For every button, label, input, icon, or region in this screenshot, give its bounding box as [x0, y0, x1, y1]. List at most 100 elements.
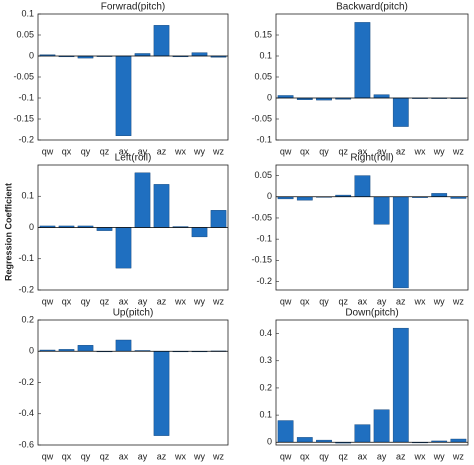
axes-box: [37, 319, 229, 446]
x-tick-label: wy: [193, 146, 205, 156]
x-tick-label: qy: [319, 146, 329, 156]
y-tick-label: 0: [29, 346, 34, 356]
y-axis-label: Regression Coefficient: [3, 183, 13, 281]
chart-title: Right(roll): [350, 153, 393, 164]
y-tick-label: -0.2: [18, 377, 34, 387]
x-tick-label: ax: [358, 146, 368, 156]
subplot: Down(pitch) 0 0.1 0.2 0.3 0.4 qw qx qy qz ax ay az wx…: [259, 308, 469, 461]
bar: [153, 184, 170, 228]
x-tick-label: qw: [42, 451, 54, 461]
x-tick-label: wz: [452, 296, 464, 306]
y-tick-label: -0.1: [256, 234, 272, 244]
x-tick-label: ay: [377, 296, 387, 306]
axes-box: [275, 319, 469, 446]
chart-title: Forwrad(pitch): [101, 2, 165, 13]
x-tick-label: wz: [212, 451, 224, 461]
y-tick-label: -0.1: [256, 134, 272, 144]
axes-box: [37, 13, 229, 141]
x-tick-label: wx: [174, 146, 186, 156]
x-tick-label: wx: [174, 296, 186, 306]
x-tick-label: wx: [414, 146, 426, 156]
bar: [392, 327, 409, 443]
bar: [392, 97, 409, 127]
x-tick-label: qx: [300, 146, 310, 156]
bar: [153, 25, 170, 57]
x-tick-label: wx: [174, 451, 186, 461]
y-tick-label: -0.05: [251, 113, 272, 123]
y-tick-label: 0.2: [259, 382, 272, 392]
x-tick-label: az: [157, 451, 167, 461]
x-tick-label: az: [396, 451, 406, 461]
y-tick-label: -0.05: [13, 71, 34, 81]
x-tick-label: qw: [280, 296, 292, 306]
x-tick-label: qw: [42, 296, 54, 306]
bar: [210, 210, 227, 228]
x-tick-label: qy: [319, 296, 329, 306]
y-tick-label: 0.1: [21, 8, 34, 18]
axes-box: [275, 164, 469, 291]
x-tick-label: wy: [433, 296, 445, 306]
x-tick-label: az: [396, 296, 406, 306]
bar: [277, 95, 294, 99]
bar: [392, 196, 409, 289]
x-tick-label: qx: [62, 451, 72, 461]
bar: [134, 172, 151, 228]
x-tick-label: wy: [433, 451, 445, 461]
bar: [373, 409, 390, 443]
y-tick-label: -0.2: [18, 284, 34, 294]
x-tick-label: qw: [280, 146, 292, 156]
y-tick-label: 0: [267, 191, 272, 201]
x-tick-label: qy: [319, 451, 329, 461]
x-tick-label: qz: [338, 451, 348, 461]
x-tick-label: wy: [193, 296, 205, 306]
y-tick-label: 0.05: [16, 29, 34, 39]
bar: [373, 196, 390, 225]
bar: [115, 339, 132, 352]
axes-box: [275, 13, 469, 141]
y-tick-label: 0.3: [259, 355, 272, 365]
chart-title: Backward(pitch): [336, 2, 408, 13]
x-tick-label: qx: [62, 296, 72, 306]
x-tick-label: qz: [100, 296, 110, 306]
y-tick-label: 0.1: [259, 50, 272, 60]
y-tick-label: 0.4: [259, 328, 272, 338]
y-tick-label: 0.05: [254, 71, 272, 81]
x-tick-label: wz: [452, 146, 464, 156]
x-tick-label: ay: [377, 146, 387, 156]
x-tick-label: wy: [433, 146, 445, 156]
bar: [115, 55, 132, 137]
y-tick-label: 0: [267, 437, 272, 447]
bar: [96, 227, 113, 231]
bar: [115, 227, 132, 269]
y-tick-label: -0.2: [256, 276, 272, 286]
x-tick-label: wz: [212, 146, 224, 156]
y-tick-label: -0.15: [251, 255, 272, 265]
x-tick-label: az: [157, 146, 167, 156]
subplot: Forwrad(pitch) -0.2 -0.15 -0.1 -0.05 0 0.05 0.1…: [13, 2, 229, 156]
y-tick-label: -0.4: [18, 408, 34, 418]
x-tick-label: ax: [119, 296, 129, 306]
chart-title: Left(roll): [115, 153, 152, 164]
x-tick-label: qy: [81, 146, 91, 156]
x-tick-label: wy: [193, 451, 205, 461]
x-tick-label: ax: [358, 296, 368, 306]
x-tick-label: az: [157, 296, 167, 306]
bar: [191, 52, 208, 57]
axes-box: [37, 164, 229, 291]
x-tick-label: ay: [138, 296, 148, 306]
y-tick-label: 0: [29, 222, 34, 232]
y-tick-label: 0.1: [259, 409, 272, 419]
subplot: Left(roll) -0.2 -0.1 0 0.1 qw qx qy qz ax ay az wx wy…: [18, 153, 229, 306]
y-tick-label: -0.1: [18, 92, 34, 102]
chart-title: Up(pitch): [113, 308, 154, 319]
subplot: Right(roll) -0.2 -0.15 -0.1 -0.05 0 0.05 qw qx qy…: [251, 153, 469, 306]
bar: [354, 175, 371, 197]
bar: [191, 227, 208, 238]
bar: [296, 437, 313, 443]
subplot: Up(pitch)-0.6-0.4-0.200.2qw qx qy qz ax ay az w…: [18, 308, 229, 461]
x-tick-label: qx: [300, 296, 310, 306]
x-tick-label: ax: [119, 146, 129, 156]
x-tick-label: ay: [377, 451, 387, 461]
bar: [373, 94, 390, 99]
chart-title: Down(pitch): [345, 308, 398, 319]
